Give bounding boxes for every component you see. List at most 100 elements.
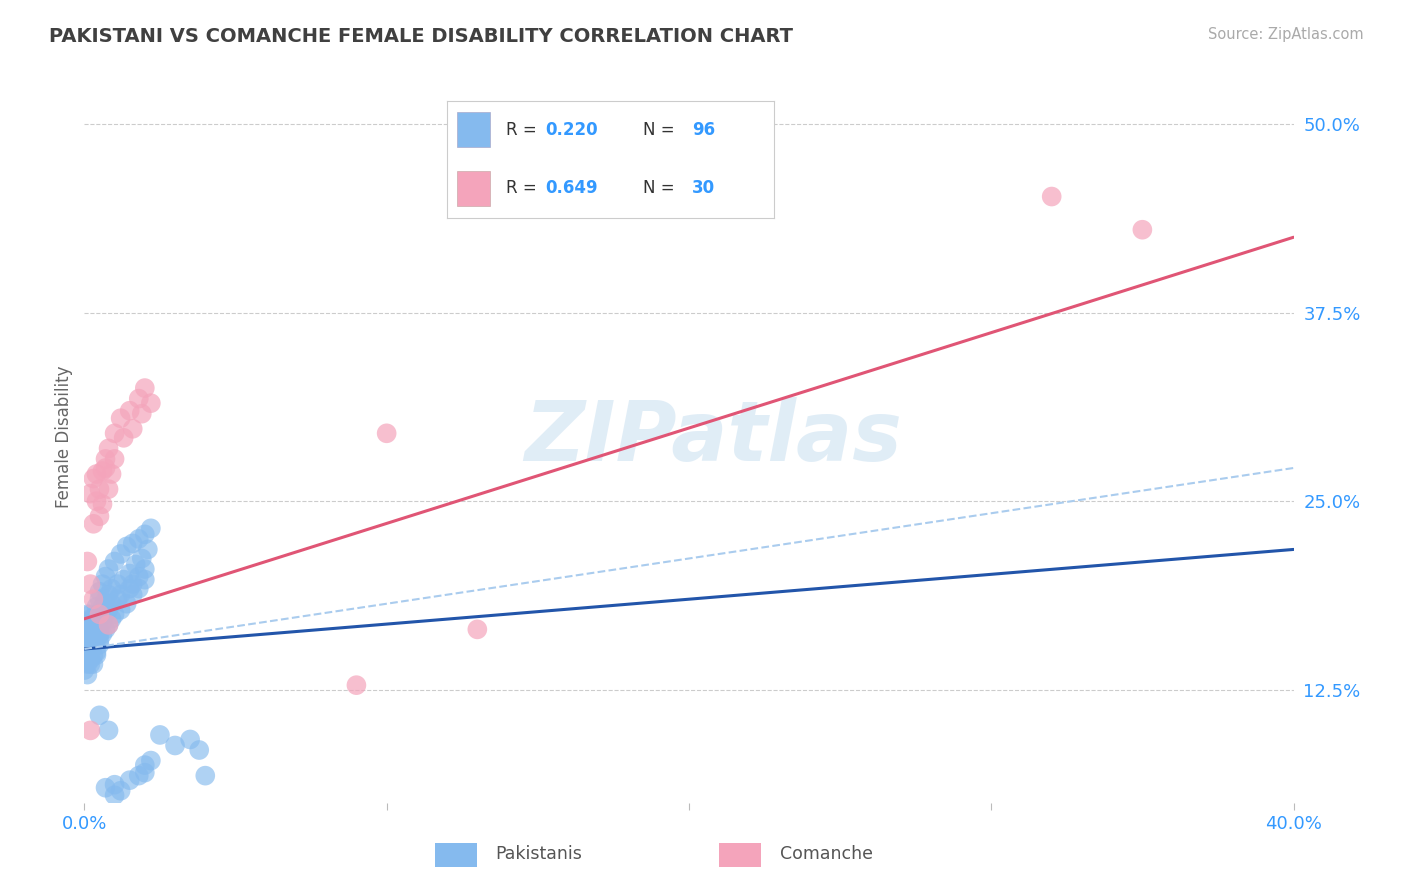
Point (134, 527, 156, 541)
Point (79, 607, 101, 622)
Point (346, 678, 368, 692)
Point (375, 426, 398, 441)
Point (89, 623, 111, 637)
Point (86, 467, 108, 481)
Point (121, 422, 143, 436)
Point (73, 623, 96, 637)
Point (76, 667, 98, 681)
Point (115, 540, 138, 554)
Point (79, 642, 101, 657)
Point (76, 637, 98, 651)
Point (79, 612, 101, 626)
Point (86, 623, 108, 637)
Point (79, 657, 101, 671)
Point (94, 461, 117, 475)
Point (89, 509, 111, 524)
Point (82, 630, 104, 644)
Point (86, 607, 108, 622)
Point (134, 573, 156, 587)
Point (82, 632, 104, 647)
Point (76, 623, 98, 637)
Point (97, 588, 120, 602)
Point (76, 652, 98, 666)
Point (76, 627, 98, 641)
Point (110, 547, 132, 561)
Point (89, 482, 111, 496)
Point (79, 632, 101, 647)
Point (79, 617, 101, 632)
Point (79, 637, 101, 651)
Point (110, 783, 132, 797)
Point (134, 765, 156, 780)
Point (91, 497, 114, 511)
Point (82, 627, 104, 641)
Point (82, 592, 104, 607)
Point (89, 607, 111, 622)
Point (128, 582, 150, 596)
Point (76, 648, 98, 662)
Point (97, 482, 120, 496)
Point (73, 652, 96, 666)
Point (118, 582, 141, 596)
Point (134, 381, 156, 395)
Point (79, 486, 101, 500)
Point (89, 592, 111, 607)
Point (94, 592, 117, 607)
Point (76, 554, 98, 568)
Point (97, 617, 120, 632)
Point (107, 577, 129, 591)
Point (104, 452, 127, 467)
Point (110, 411, 132, 425)
Point (110, 588, 132, 602)
Text: Source: ZipAtlas.com: Source: ZipAtlas.com (1208, 27, 1364, 42)
Point (97, 723, 120, 738)
Point (91, 599, 114, 614)
Point (1040, 189, 1063, 203)
Point (104, 554, 127, 568)
Point (91, 627, 114, 641)
Point (1130, 223, 1153, 237)
Point (104, 426, 127, 441)
Point (79, 623, 101, 637)
Point (82, 516, 104, 531)
Point (82, 637, 104, 651)
Point (118, 403, 141, 417)
Point (79, 577, 101, 591)
Point (131, 551, 153, 566)
Point (73, 630, 96, 644)
Point (76, 642, 98, 657)
Point (97, 442, 120, 456)
Point (110, 603, 132, 617)
Point (89, 584, 111, 599)
Point (94, 569, 117, 583)
Point (79, 627, 101, 641)
Point (128, 392, 150, 406)
Point (79, 627, 101, 641)
Point (121, 536, 143, 550)
Point (104, 607, 127, 622)
Point (79, 723, 101, 738)
Point (118, 566, 141, 581)
Point (89, 708, 111, 723)
Point (134, 758, 156, 772)
Point (89, 627, 111, 641)
Point (139, 396, 162, 410)
Point (86, 630, 108, 644)
Point (76, 632, 98, 647)
Point (194, 769, 217, 783)
Point (76, 627, 98, 641)
Point (86, 645, 108, 659)
Point (73, 645, 96, 659)
Point (149, 728, 172, 742)
Point (107, 592, 129, 607)
Point (188, 743, 211, 757)
Point (115, 597, 138, 611)
Point (128, 769, 150, 783)
Point (76, 615, 98, 629)
Point (121, 588, 143, 602)
Point (73, 648, 96, 662)
Point (100, 467, 122, 481)
Point (79, 648, 101, 662)
Point (467, 623, 489, 637)
Point (82, 657, 104, 671)
